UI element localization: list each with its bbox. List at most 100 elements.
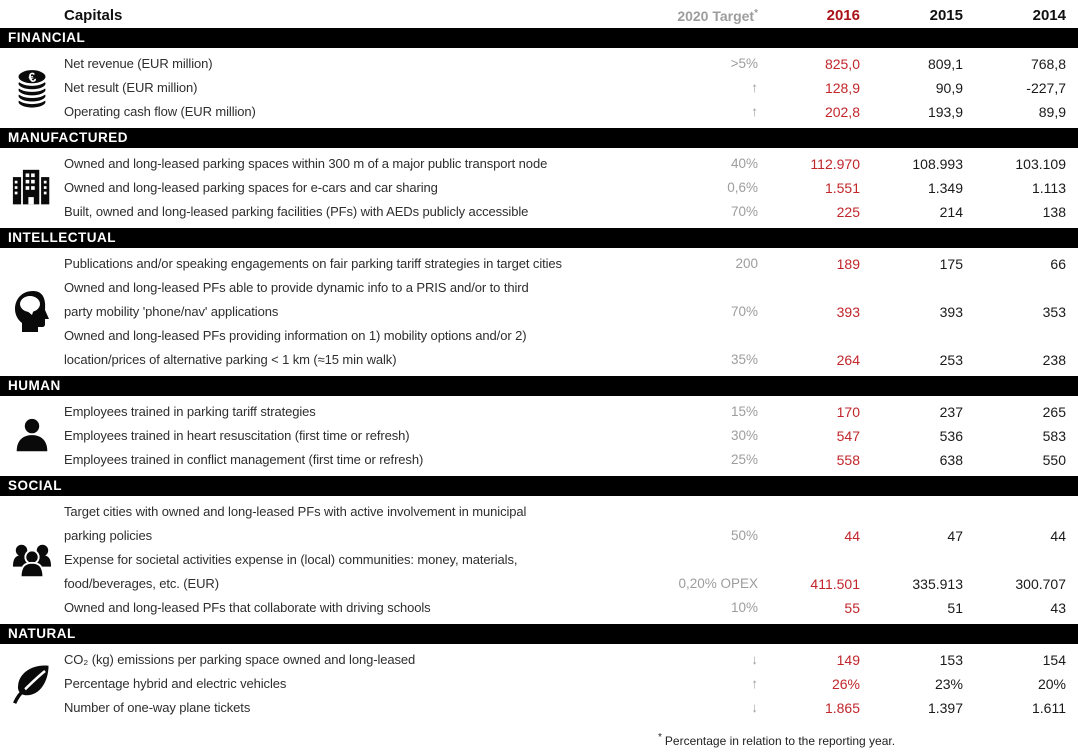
value-2015: 108.993: [912, 156, 963, 172]
metric-label: Employees trained in parking tariff stra…: [64, 404, 316, 419]
value-2016: 264: [836, 352, 860, 368]
table-row: Operating cash flow (EUR million) ↑ 202,…: [64, 100, 1066, 124]
euro-coins-icon: €: [0, 48, 64, 128]
target-value: 15%: [730, 404, 758, 419]
section-header-financial: FINANCIAL: [0, 28, 1078, 48]
value-2014: 1.113: [1032, 180, 1066, 196]
target-value: 70%: [730, 204, 758, 219]
value-2016: 44: [844, 528, 860, 544]
footnote: * Percentage in relation to the reporting…: [0, 724, 1078, 748]
head-brain-icon: [0, 248, 64, 376]
section-human: HUMAN Employees trained in parking tarif…: [0, 376, 1078, 476]
metric-label: Publications and/or speaking engagements…: [64, 256, 562, 271]
buildings-icon: [0, 148, 64, 228]
value-2014: 154: [1042, 652, 1066, 668]
value-2014: 550: [1042, 452, 1066, 468]
metric-label: Owned and long-leased PFs able to provid…: [64, 280, 529, 319]
value-2014: -227,7: [1026, 80, 1066, 96]
value-2014: 20%: [1037, 676, 1066, 692]
value-2016: 1.865: [824, 700, 860, 716]
metric-label: Operating cash flow (EUR million): [64, 104, 256, 119]
target-value: 50%: [730, 528, 758, 543]
value-2014: 1.611: [1032, 700, 1066, 716]
value-2016: 393: [836, 304, 860, 320]
table-row: Publications and/or speaking engagements…: [64, 252, 1066, 276]
value-2015: 638: [939, 452, 963, 468]
value-2015: 393: [939, 304, 963, 320]
metric-label: Number of one-way plane tickets: [64, 700, 251, 715]
value-2015: 193,9: [927, 104, 963, 120]
target-value: 70%: [730, 304, 758, 319]
section-header-social: SOCIAL: [0, 476, 1078, 496]
person-icon: [0, 396, 64, 476]
target-value: >5%: [730, 56, 758, 71]
target-value: 0,20% OPEX: [678, 576, 758, 591]
section-header-manufactured: MANUFACTURED: [0, 128, 1078, 148]
metric-label: Percentage hybrid and electric vehicles: [64, 676, 287, 691]
table-row: Owned and long-leased PFs that collabora…: [64, 596, 1066, 620]
table-row: Number of one-way plane tickets ↓ 1.865 …: [64, 696, 1066, 720]
value-2014: 103.109: [1015, 156, 1066, 172]
table-row: Expense for societal activities expense …: [64, 548, 1066, 596]
section-natural: NATURAL CO₂ (kg) emissions per parking s…: [0, 624, 1078, 724]
value-2015: 47: [947, 528, 963, 544]
value-2014: 138: [1042, 204, 1066, 220]
metric-label: Owned and long-leased PFs providing info…: [64, 328, 527, 367]
value-2016: 189: [836, 256, 860, 272]
target-value: ↓: [751, 652, 758, 667]
target-value: ↑: [751, 676, 758, 691]
value-2015: 51: [947, 600, 963, 616]
value-2015: 1.397: [927, 700, 963, 716]
target-value: ↓: [751, 700, 758, 715]
table-row: Owned and long-leased parking spaces for…: [64, 176, 1066, 200]
metric-label: Employees trained in heart resuscitation…: [64, 428, 410, 443]
value-2015: 335.913: [912, 576, 963, 592]
section-header-intellectual: INTELLECTUAL: [0, 228, 1078, 248]
table-row: Net revenue (EUR million) >5% 825,0 809,…: [64, 52, 1066, 76]
value-2014: 353: [1042, 304, 1066, 320]
value-2016: 128,9: [824, 80, 860, 96]
metric-label: Target cities with owned and long-leased…: [64, 504, 527, 543]
target-value: 25%: [730, 452, 758, 467]
value-2014: 43: [1050, 600, 1066, 616]
target-column-header: 2020 Target*: [677, 8, 758, 24]
value-2014: 583: [1042, 428, 1066, 444]
value-2016: 170: [836, 404, 860, 420]
metric-label: Built, owned and long-leased parking fac…: [64, 204, 529, 219]
value-2015: 1.349: [927, 180, 963, 196]
value-2014: 265: [1042, 404, 1066, 420]
value-2015: 23%: [934, 676, 963, 692]
table-row: Owned and long-leased parking spaces wit…: [64, 152, 1066, 176]
value-2016: 411.501: [810, 576, 860, 592]
capitals-column-header: Capitals: [64, 7, 123, 24]
value-2015: 809,1: [927, 56, 963, 72]
target-value: 0,6%: [727, 180, 758, 195]
target-value: 200: [735, 256, 758, 271]
target-value: 40%: [730, 156, 758, 171]
value-2014: 768,8: [1030, 56, 1066, 72]
metric-label: CO₂ (kg) emissions per parking space own…: [64, 652, 416, 667]
section-financial: FINANCIAL € Net revenue (EUR million) >5…: [0, 28, 1078, 128]
value-2015: 153: [939, 652, 963, 668]
metric-label: Expense for societal activities expense …: [64, 552, 518, 591]
metric-label: Owned and long-leased parking spaces for…: [64, 180, 438, 195]
value-2015: 536: [939, 428, 963, 444]
table-row: Employees trained in parking tariff stra…: [64, 400, 1066, 424]
section-header-natural: NATURAL: [0, 624, 1078, 644]
table-row: Owned and long-leased PFs providing info…: [64, 324, 1066, 372]
target-value: ↑: [751, 80, 758, 95]
target-value: 35%: [730, 352, 758, 367]
metric-label: Employees trained in conflict management…: [64, 452, 424, 467]
svg-text:€: €: [27, 69, 38, 85]
value-2016: 149: [836, 652, 860, 668]
value-2014: 238: [1042, 352, 1066, 368]
value-2016: 825,0: [824, 56, 860, 72]
table-row: Owned and long-leased PFs able to provid…: [64, 276, 1066, 324]
value-2015: 214: [939, 204, 963, 220]
table-header-row: Capitals 2020 Target* 2016 2015 2014: [0, 0, 1078, 28]
value-2016: 55: [844, 600, 860, 616]
value-2016: 1.551: [824, 180, 860, 196]
table-row: Target cities with owned and long-leased…: [64, 500, 1066, 548]
value-2015: 175: [939, 256, 963, 272]
value-2014: 89,9: [1038, 104, 1066, 120]
